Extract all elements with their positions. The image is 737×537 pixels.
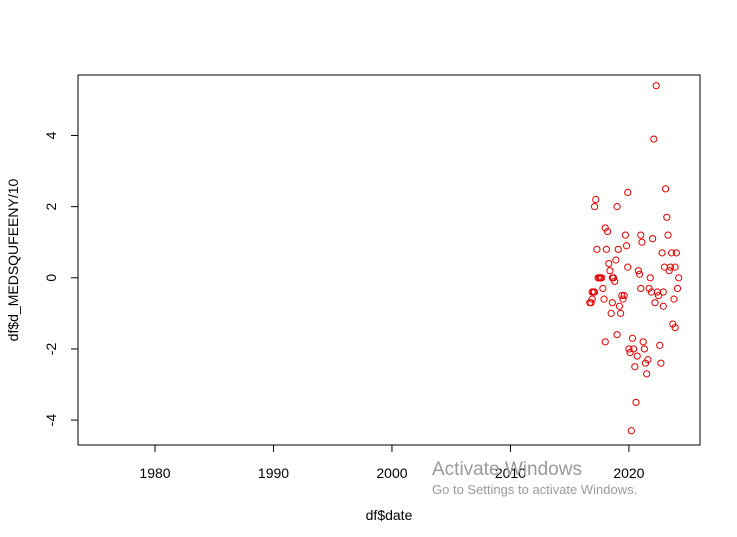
data-point xyxy=(603,227,612,236)
y-tick-label--2: -2 xyxy=(43,343,59,356)
data-point xyxy=(667,249,676,257)
data-point xyxy=(627,427,635,435)
data-point xyxy=(652,82,660,90)
x-tick-label-2010: 2010 xyxy=(495,465,526,481)
y-tick-label-2: 2 xyxy=(43,203,59,211)
data-point xyxy=(634,267,642,275)
data-point xyxy=(608,299,616,307)
data-point xyxy=(618,291,626,300)
data-point xyxy=(598,274,606,282)
data-point xyxy=(659,288,667,296)
data-point xyxy=(588,288,596,296)
data-point xyxy=(593,245,601,253)
data-point xyxy=(640,345,648,353)
data-point xyxy=(654,291,663,300)
data-point xyxy=(605,259,613,268)
data-point xyxy=(590,203,599,211)
x-tick-label-1990: 1990 xyxy=(258,465,289,481)
data-point xyxy=(631,363,639,371)
data-point xyxy=(664,231,672,239)
data-point xyxy=(600,295,608,303)
data-point xyxy=(625,345,633,353)
data-point xyxy=(607,309,615,317)
data-point xyxy=(651,299,659,307)
data-point xyxy=(649,235,657,243)
data-point xyxy=(590,288,599,296)
data-point xyxy=(675,274,683,282)
data-point xyxy=(613,203,621,211)
data-point xyxy=(643,370,651,378)
data-point xyxy=(612,256,620,264)
data-points xyxy=(586,82,683,435)
data-point xyxy=(617,309,625,317)
data-point xyxy=(628,334,637,342)
data-point xyxy=(657,359,665,367)
data-point xyxy=(665,267,673,275)
data-point xyxy=(646,274,654,282)
data-point xyxy=(670,295,678,303)
data-point xyxy=(633,352,641,360)
data-point xyxy=(637,284,645,293)
data-point xyxy=(624,263,632,271)
x-tick-label-2000: 2000 xyxy=(376,465,407,481)
data-point xyxy=(588,295,596,303)
data-point xyxy=(614,245,622,253)
data-point xyxy=(586,299,594,307)
data-point xyxy=(673,284,682,293)
data-point xyxy=(671,323,679,332)
data-point xyxy=(653,288,661,296)
y-axis-title: df$d_MEDSQUFEENY/10 xyxy=(5,178,21,341)
data-point xyxy=(599,284,607,293)
plot-frame xyxy=(77,74,701,446)
data-point xyxy=(622,242,631,250)
data-point xyxy=(671,263,679,271)
data-point xyxy=(630,345,638,353)
data-point xyxy=(635,270,644,278)
data-point xyxy=(641,359,650,367)
data-point xyxy=(592,195,600,204)
data-point xyxy=(621,231,629,239)
data-point xyxy=(632,398,640,406)
data-point xyxy=(672,249,680,257)
data-point xyxy=(620,291,628,300)
data-point xyxy=(637,231,645,239)
x-axis: 1980 1990 2000 2010 2020 xyxy=(139,445,645,481)
data-point xyxy=(639,338,647,346)
data-point xyxy=(659,302,667,310)
data-point xyxy=(601,338,609,346)
data-point xyxy=(624,188,632,197)
data-point xyxy=(626,348,634,357)
x-tick-label-2020: 2020 xyxy=(613,465,644,481)
data-point xyxy=(669,320,677,328)
data-point xyxy=(602,245,611,253)
data-point xyxy=(662,185,670,193)
y-tick-label--4: -4 xyxy=(43,414,59,427)
data-point xyxy=(656,341,664,349)
data-point xyxy=(666,263,674,271)
data-point xyxy=(615,302,624,310)
data-point xyxy=(645,284,653,293)
y-tick-label-4: 4 xyxy=(43,131,59,139)
data-point xyxy=(606,267,614,275)
x-axis-title: df$date xyxy=(366,507,413,523)
y-tick-label-0: 0 xyxy=(43,274,59,282)
data-point xyxy=(608,274,616,282)
data-point xyxy=(644,356,652,364)
data-point xyxy=(613,331,621,339)
data-point xyxy=(601,224,609,232)
data-point xyxy=(619,295,627,303)
data-point xyxy=(638,238,646,246)
data-point xyxy=(611,277,619,285)
data-point xyxy=(650,135,658,143)
y-axis: -4 -2 0 2 4 xyxy=(43,131,78,426)
x-tick-label-1980: 1980 xyxy=(139,465,170,481)
data-point xyxy=(663,213,671,221)
data-point xyxy=(658,249,666,257)
